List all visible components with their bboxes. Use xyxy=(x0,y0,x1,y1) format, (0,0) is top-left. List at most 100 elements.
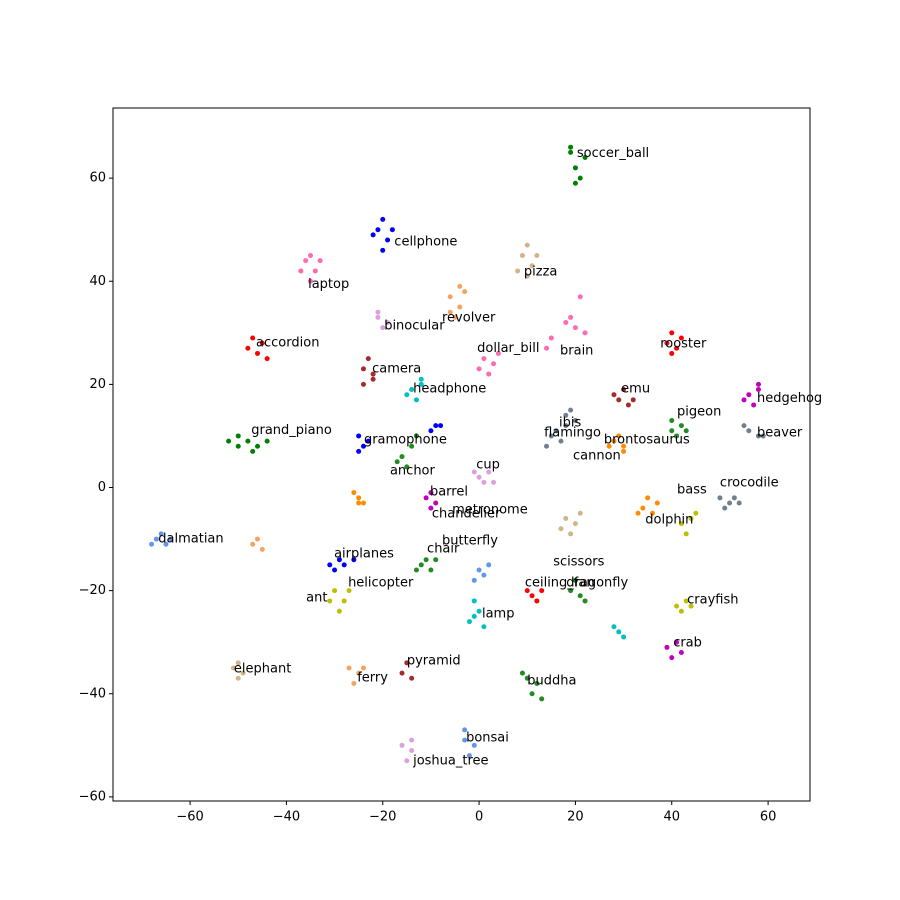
point xyxy=(360,665,366,671)
point xyxy=(418,562,424,568)
cluster-label: brontosaurus xyxy=(604,433,690,448)
point xyxy=(351,557,357,563)
point xyxy=(572,180,578,186)
point xyxy=(226,438,232,444)
point xyxy=(346,665,352,671)
cluster-label: chair xyxy=(427,541,460,556)
point xyxy=(250,448,256,454)
cluster-label: chandelier xyxy=(432,506,501,521)
point xyxy=(495,350,501,356)
point xyxy=(452,314,458,320)
point xyxy=(399,454,405,460)
point xyxy=(351,490,357,496)
point xyxy=(625,402,631,408)
point xyxy=(360,500,366,506)
cluster-label: soccer_ball xyxy=(577,146,649,161)
point xyxy=(404,464,410,470)
cluster-label: metronome xyxy=(452,503,528,518)
point xyxy=(471,613,477,619)
point xyxy=(240,670,246,676)
point xyxy=(235,433,241,439)
point xyxy=(380,216,386,222)
point xyxy=(168,536,174,542)
cluster-label: camera xyxy=(372,361,421,376)
point xyxy=(481,356,487,362)
point xyxy=(235,660,241,666)
point xyxy=(630,397,636,403)
point xyxy=(616,397,622,403)
point xyxy=(519,670,525,676)
point xyxy=(553,428,559,434)
point xyxy=(423,557,429,563)
point xyxy=(582,598,588,604)
point xyxy=(476,608,482,614)
point xyxy=(621,634,627,640)
point xyxy=(572,165,578,171)
point xyxy=(674,433,680,439)
point xyxy=(409,675,415,681)
point xyxy=(664,340,670,346)
point xyxy=(582,155,588,160)
cluster-label: grand_piano xyxy=(251,423,332,438)
point xyxy=(476,567,482,573)
x-tick-label: −60 xyxy=(176,810,203,825)
cluster-label: beaver xyxy=(757,425,803,440)
point xyxy=(640,505,646,511)
cluster-label: airplanes xyxy=(334,547,394,562)
point xyxy=(370,376,376,382)
point xyxy=(481,572,487,578)
x-tick-label: −20 xyxy=(369,810,396,825)
x-tick-label: 0 xyxy=(475,810,483,825)
cluster-label: crayfish xyxy=(687,592,738,607)
point xyxy=(693,510,699,516)
point xyxy=(741,423,747,429)
point xyxy=(755,387,761,393)
point xyxy=(163,541,169,547)
cluster-label: cannon xyxy=(573,449,621,464)
cluster-label: dalmatian xyxy=(158,532,223,547)
cluster-label: anchor xyxy=(390,464,436,479)
point xyxy=(688,603,694,609)
point xyxy=(577,510,583,516)
point xyxy=(563,423,569,429)
point xyxy=(683,598,689,604)
point xyxy=(572,417,578,423)
point xyxy=(404,660,410,666)
point xyxy=(158,531,164,537)
point xyxy=(471,577,477,583)
cluster-label: dollar_bill xyxy=(477,341,539,356)
point xyxy=(365,438,371,444)
y-tick-label: −20 xyxy=(79,583,106,598)
point xyxy=(568,531,574,537)
point xyxy=(678,650,684,655)
point xyxy=(255,443,261,449)
point xyxy=(568,588,574,594)
point xyxy=(548,335,554,341)
point xyxy=(577,175,583,181)
cluster-label: butterfly xyxy=(442,534,498,549)
point xyxy=(722,505,728,511)
point xyxy=(678,608,684,614)
point xyxy=(336,557,342,563)
point xyxy=(582,330,588,336)
point xyxy=(312,268,318,274)
point xyxy=(621,448,627,454)
point xyxy=(471,742,477,748)
point xyxy=(255,536,261,542)
point xyxy=(760,433,766,439)
point xyxy=(548,433,554,439)
point xyxy=(428,567,434,573)
cluster-label: ibis xyxy=(559,416,581,431)
point xyxy=(476,366,482,372)
point xyxy=(674,345,680,351)
point xyxy=(462,727,468,733)
point xyxy=(669,417,675,423)
cluster-label: binocular xyxy=(384,319,445,334)
point xyxy=(360,366,366,372)
point xyxy=(418,376,424,382)
point xyxy=(433,557,439,563)
point xyxy=(678,423,684,429)
cluster-label: rooster xyxy=(660,337,707,352)
point xyxy=(307,278,313,284)
point xyxy=(259,340,265,346)
